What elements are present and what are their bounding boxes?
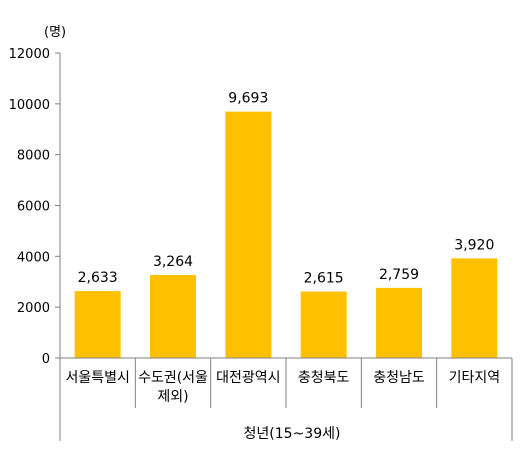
x-category-label: 제외): [157, 389, 188, 405]
y-tick-label: 8000: [17, 149, 50, 164]
data-label: 2,615: [304, 271, 344, 287]
bar: [225, 111, 272, 358]
y-tick-label: 0: [42, 352, 50, 367]
bar: [300, 291, 347, 358]
y-unit-label: (명): [44, 25, 66, 40]
data-label: 2,633: [78, 270, 118, 286]
y-tick-label: 2000: [17, 301, 50, 316]
bar: [150, 275, 196, 358]
bars: 2,633 3,264 9,693 2,615 2,759 3,920: [74, 91, 498, 358]
data-label: 2,759: [379, 267, 419, 283]
x-category-label: 기타지역: [449, 370, 501, 386]
y-tick-label: 6000: [17, 200, 50, 215]
y-axis: 0 2000 4000 6000 8000 10000 12000: [9, 47, 61, 367]
data-label: 9,693: [228, 91, 268, 107]
x-category-label: 충청북도: [298, 370, 350, 386]
x-category-label: 수도권(서울: [138, 370, 208, 386]
data-label: 3,920: [454, 237, 494, 253]
x-category-label: 충청남도: [373, 370, 425, 386]
y-tick-label: 10000: [9, 98, 50, 113]
bar: [74, 291, 121, 358]
x-category-label: 서울특별시: [65, 370, 129, 386]
y-tick-label: 12000: [9, 47, 50, 62]
x-category-label: 대전광역시: [216, 370, 280, 386]
data-label: 3,264: [153, 254, 193, 270]
x-group-label: 청년(15~39세): [244, 426, 341, 442]
bar: [451, 258, 498, 358]
y-tick-label: 4000: [17, 250, 50, 265]
bar: [376, 287, 422, 358]
